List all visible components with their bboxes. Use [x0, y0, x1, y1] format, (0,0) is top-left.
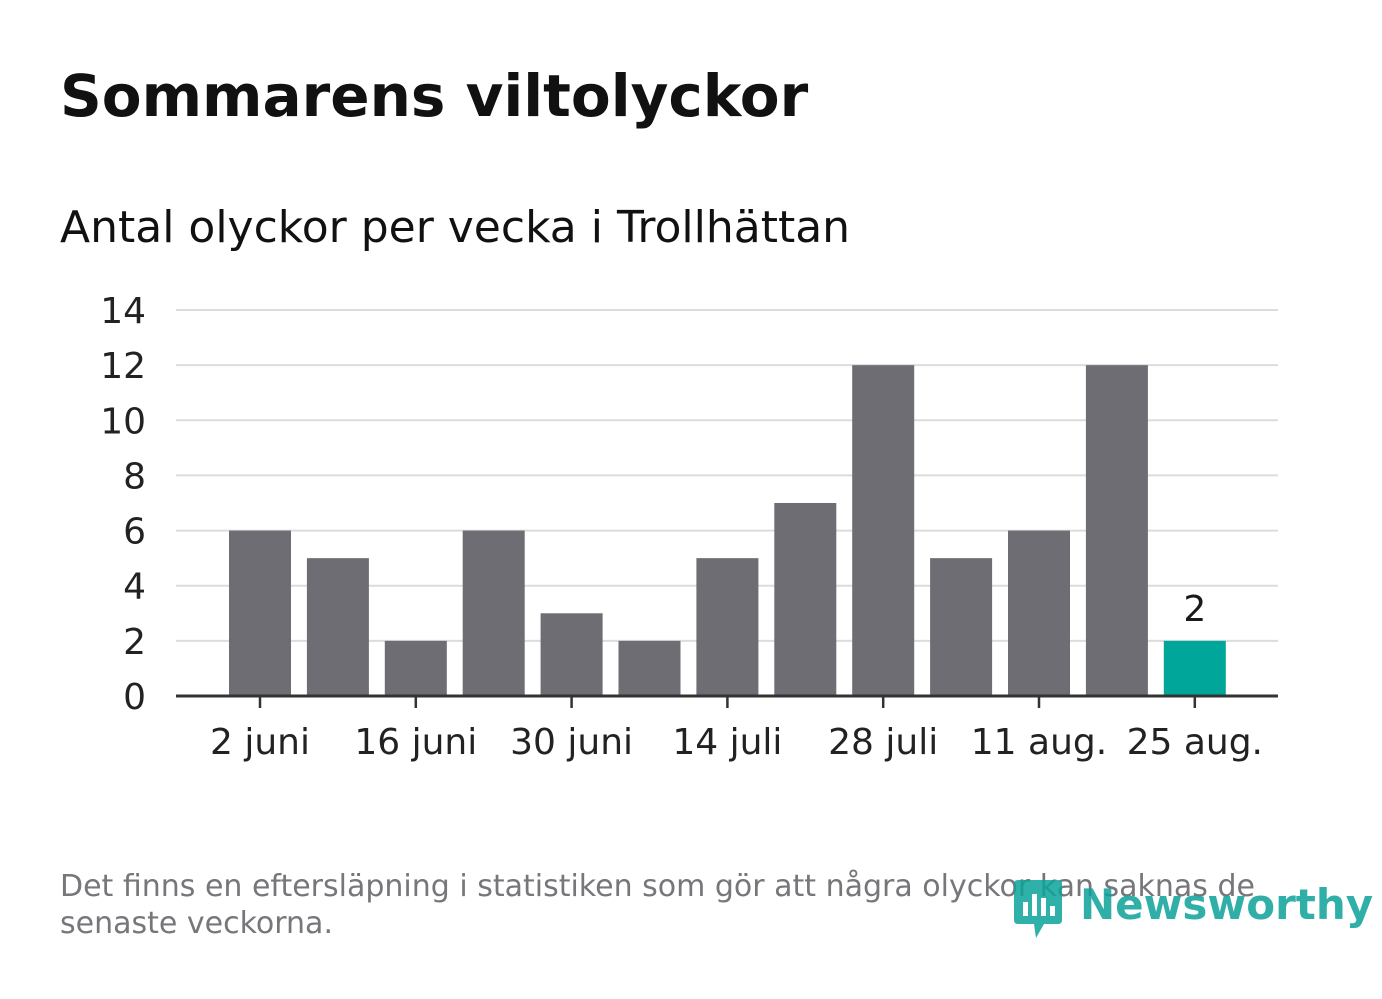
- x-axis: 2 juni 16 juni 30 juni 14 juli 28 juli 11 aug…: [176, 694, 1278, 763]
- y-tick-label: 10: [100, 401, 146, 442]
- y-tick-label: 12: [100, 346, 146, 387]
- bar: [774, 503, 837, 696]
- bar: [1085, 365, 1148, 696]
- y-tick-label: 4: [123, 567, 146, 608]
- bar: [618, 640, 681, 696]
- x-tick-label: 2 juni: [210, 722, 310, 763]
- bar-highlighted: [1163, 640, 1226, 696]
- y-tick-label: 14: [100, 291, 146, 332]
- y-axis: 0 2 4 6 8 10 12 14: [100, 291, 146, 718]
- x-tick-label: 25 aug.: [1127, 722, 1263, 763]
- logo-text: Newsworthy: [1080, 880, 1374, 929]
- x-tick-label: 11 aug.: [971, 722, 1107, 763]
- x-tick-label: 30 juni: [510, 722, 633, 763]
- y-tick-label: 0: [123, 677, 146, 718]
- y-tick-label: 6: [123, 512, 146, 553]
- y-tick-label: 8: [123, 456, 146, 497]
- newsworthy-icon: [1014, 880, 1062, 938]
- bars: [229, 365, 1226, 696]
- data-labels: 2: [1183, 589, 1206, 630]
- y-tick-label: 2: [123, 622, 146, 663]
- newsworthy-logo[interactable]: Newsworthy: [1010, 876, 1373, 942]
- x-tick-label: 28 juli: [828, 722, 938, 763]
- chart-subtitle: Antal olyckor per vecka i Trollhättan: [60, 202, 851, 253]
- bar: [852, 365, 915, 696]
- bar: [384, 640, 447, 696]
- bar: [462, 530, 525, 696]
- bar: [306, 558, 369, 696]
- bar: [229, 530, 291, 696]
- bar: [696, 558, 759, 696]
- x-tick-label: 16 juni: [354, 722, 477, 763]
- x-tick-label: 14 juli: [672, 722, 782, 763]
- bar: [930, 558, 993, 696]
- data-label: 2: [1183, 589, 1206, 630]
- chart-title: Sommarens viltolyckor: [60, 62, 809, 130]
- bar: [540, 613, 603, 696]
- bar: [1008, 530, 1070, 696]
